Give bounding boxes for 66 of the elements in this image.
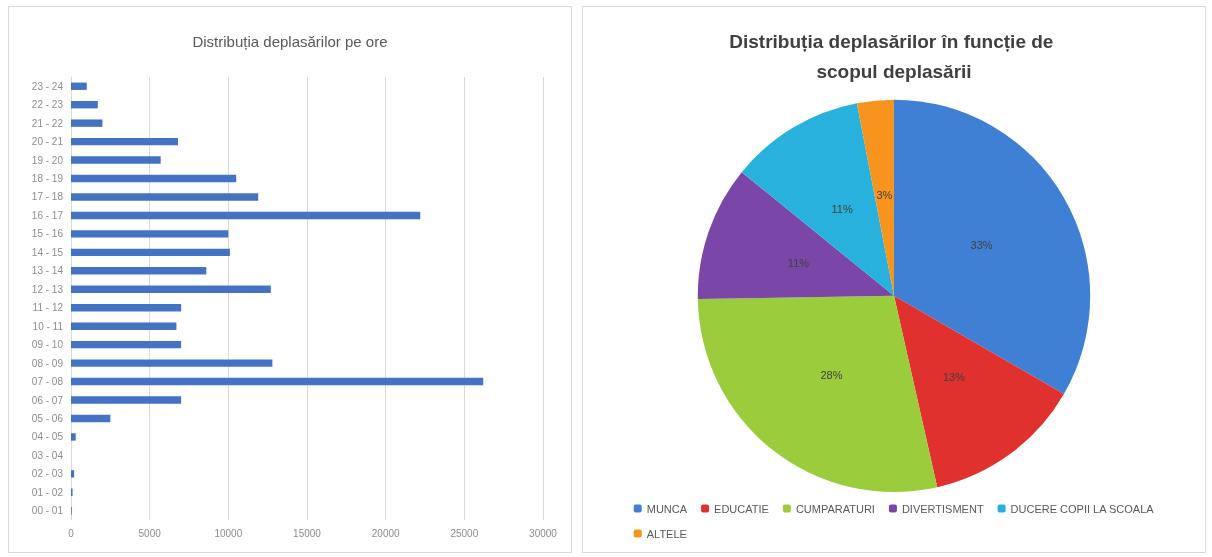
y-tick-label: 19 - 20 bbox=[31, 154, 64, 166]
legend-label: MUNCA bbox=[646, 502, 688, 515]
y-tick-label: 18 - 19 bbox=[31, 173, 64, 185]
bar bbox=[71, 340, 182, 349]
x-tick-label: 5000 bbox=[138, 527, 162, 539]
y-tick-label: 11 - 12 bbox=[32, 302, 64, 314]
legend-label: ALTELE bbox=[646, 527, 687, 540]
legend-label: EDUCATIE bbox=[714, 502, 769, 515]
y-tick-label: 00 - 01 bbox=[31, 505, 64, 517]
bar bbox=[71, 396, 182, 404]
bar bbox=[71, 414, 111, 423]
bar bbox=[71, 248, 230, 257]
bar bbox=[71, 322, 177, 330]
bar bbox=[71, 119, 103, 127]
y-tick-label: 04 - 05 bbox=[31, 431, 64, 443]
x-tick-label: 10000 bbox=[214, 527, 243, 539]
bar bbox=[71, 174, 237, 183]
y-tick-label: 08 - 09 bbox=[31, 357, 64, 369]
bar bbox=[71, 470, 75, 478]
x-tick-label: 15000 bbox=[293, 527, 322, 539]
y-tick-label: 02 - 03 bbox=[31, 468, 64, 480]
legend-label: CUMPARATURI bbox=[795, 502, 875, 515]
bar bbox=[71, 211, 421, 220]
y-tick-label: 21 - 22 bbox=[31, 117, 64, 129]
bar bbox=[71, 82, 87, 90]
y-tick-label: 16 - 17 bbox=[31, 209, 64, 221]
bar bbox=[71, 267, 207, 275]
y-tick-label: 20 - 21 bbox=[31, 136, 64, 148]
data-label: 33% bbox=[970, 239, 993, 252]
bar bbox=[71, 377, 484, 386]
y-tick-label: 01 - 02 bbox=[31, 486, 64, 498]
data-label: 13% bbox=[942, 371, 966, 384]
data-label: 28% bbox=[820, 369, 843, 382]
bar bbox=[71, 137, 178, 146]
legend-label: DIVERTISMENT bbox=[901, 502, 984, 515]
data-label: 3% bbox=[876, 189, 893, 202]
x-tick-label: 20000 bbox=[371, 527, 401, 539]
legend-label: DUCERE COPII LA SCOALA bbox=[1010, 502, 1155, 515]
data-label: 11% bbox=[787, 256, 810, 269]
bar bbox=[71, 285, 271, 293]
x-tick-label: 25000 bbox=[450, 527, 479, 539]
bar bbox=[71, 156, 161, 164]
y-tick-label: 10 - 11 bbox=[32, 320, 64, 332]
bar bbox=[71, 101, 98, 109]
data-label: 11% bbox=[831, 203, 853, 216]
y-tick-label: 15 - 16 bbox=[31, 228, 64, 240]
chart-title: Distribuția deplasărilor pe ore bbox=[192, 33, 388, 50]
chart-title: Distribuția deplasărilor în funcție de scopul deplasării bbox=[729, 30, 1059, 82]
x-tick-label: 30000 bbox=[529, 527, 558, 539]
y-tick-label: 07 - 08 bbox=[31, 376, 64, 388]
bar bbox=[71, 304, 182, 312]
y-tick-label: 09 - 10 bbox=[31, 339, 64, 351]
y-tick-label: 23 - 24 bbox=[31, 80, 64, 92]
y-tick-label: 14 - 15 bbox=[31, 246, 64, 258]
y-tick-label: 12 - 13 bbox=[31, 283, 64, 295]
y-tick-label: 06 - 07 bbox=[31, 394, 64, 406]
bar bbox=[71, 433, 76, 441]
bar bbox=[71, 230, 229, 238]
bar bbox=[71, 359, 273, 367]
y-tick-label: 22 - 23 bbox=[31, 99, 64, 111]
y-tick-label: 13 - 14 bbox=[31, 265, 64, 277]
y-tick-label: 03 - 04 bbox=[31, 449, 64, 461]
y-tick-label: 17 - 18 bbox=[31, 191, 64, 203]
x-tick-label: 0 bbox=[68, 527, 75, 539]
bar bbox=[71, 193, 259, 201]
y-tick-label: 05 - 06 bbox=[31, 412, 64, 424]
